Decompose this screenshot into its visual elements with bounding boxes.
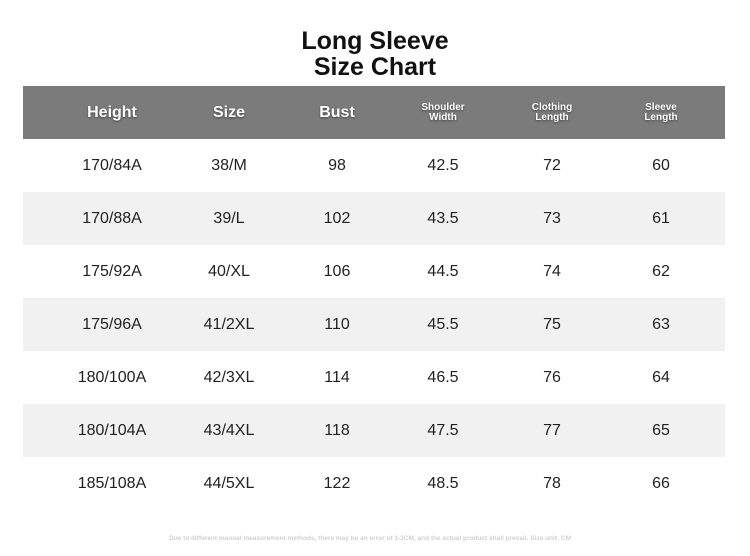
table-cell: 43/4XL [203,421,255,439]
table-row: 185/108A 44/5XL 122 48.5 78 66 [23,457,725,510]
table-cell: 62 [652,262,670,280]
table-cell: 44/5XL [203,474,255,492]
table-cell: 98 [328,156,346,174]
table-cell: 76 [543,368,561,386]
size-table: Height Size Bust Shoulder Width Clothing Len… [23,86,725,510]
table-cell: 61 [652,209,670,227]
table-row: 170/88A 39/L 102 43.5 73 61 [23,192,725,245]
header-cell: Shoulder Width [388,86,498,139]
table-cell: 175/96A [82,315,142,333]
table-cell: 102 [323,209,351,227]
table-cell: 40/XL [208,262,250,280]
header-text: Bust [319,103,355,121]
table-cell: 114 [324,368,350,386]
header-row: Height Size Bust Shoulder Width Clothing Len… [23,86,725,139]
title-line: Size Chart [313,53,437,81]
table-cell: 42.5 [427,156,459,174]
table-cell: 118 [324,421,350,439]
table-cell: 110 [324,315,350,333]
header-text: Clothing Length [531,101,573,123]
table-row: 175/96A 41/2XL 110 45.5 75 63 [23,298,725,351]
table-cell: 106 [323,262,351,280]
header-cell: Bust [282,86,392,139]
table-cell: 72 [543,156,561,174]
table-cell: 180/100A [77,368,147,386]
table-cell: 44.5 [427,262,459,280]
table-cell: 66 [652,474,670,492]
table-cell: 60 [652,156,670,174]
table-cell: 122 [323,474,351,492]
table-cell: 43.5 [427,209,459,227]
table-cell: 170/88A [82,209,142,227]
table-row: 180/100A 42/3XL 114 46.5 76 64 [23,351,725,404]
header-cell: Height [57,86,167,139]
table-cell: 45.5 [427,315,459,333]
header-text: Shoulder Width [421,101,465,123]
header-text: Size [212,103,245,121]
header-cell: Clothing Length [497,86,607,139]
table-cell: 77 [543,421,561,439]
table-cell: 64 [652,368,670,386]
table-cell: 48.5 [427,474,459,492]
header-cell: Size [174,86,284,139]
title: Long Sleeve Size Chart [0,28,750,80]
table-cell: 75 [543,315,561,333]
table-cell: 63 [652,315,670,333]
header-text: Height [87,103,137,121]
table-cell: 42/3XL [203,368,255,386]
table-cell: 65 [652,421,670,439]
footnote: Due to different manual measurement meth… [169,535,571,542]
table-row: 175/92A 40/XL 106 44.5 74 62 [23,245,725,298]
table-cell: 73 [543,209,561,227]
table-cell: 38/M [211,156,247,174]
table-row: 170/84A 38/M 98 42.5 72 60 [23,139,725,192]
table-cell: 170/84A [82,156,142,174]
table-cell: 74 [543,262,561,280]
title-line: Long Sleeve [301,27,449,55]
table-cell: 39/L [213,209,245,227]
table-cell: 47.5 [427,421,459,439]
table-cell: 180/104A [77,421,147,439]
header-cell: Sleeve Length [606,86,716,139]
header-text: Sleeve Length [644,101,678,123]
table-cell: 185/108A [77,474,147,492]
table-row: 180/104A 43/4XL 118 47.5 77 65 [23,404,725,457]
table-cell: 78 [543,474,561,492]
table-cell: 46.5 [427,368,459,386]
table-cell: 175/92A [82,262,142,280]
table-cell: 41/2XL [203,315,255,333]
